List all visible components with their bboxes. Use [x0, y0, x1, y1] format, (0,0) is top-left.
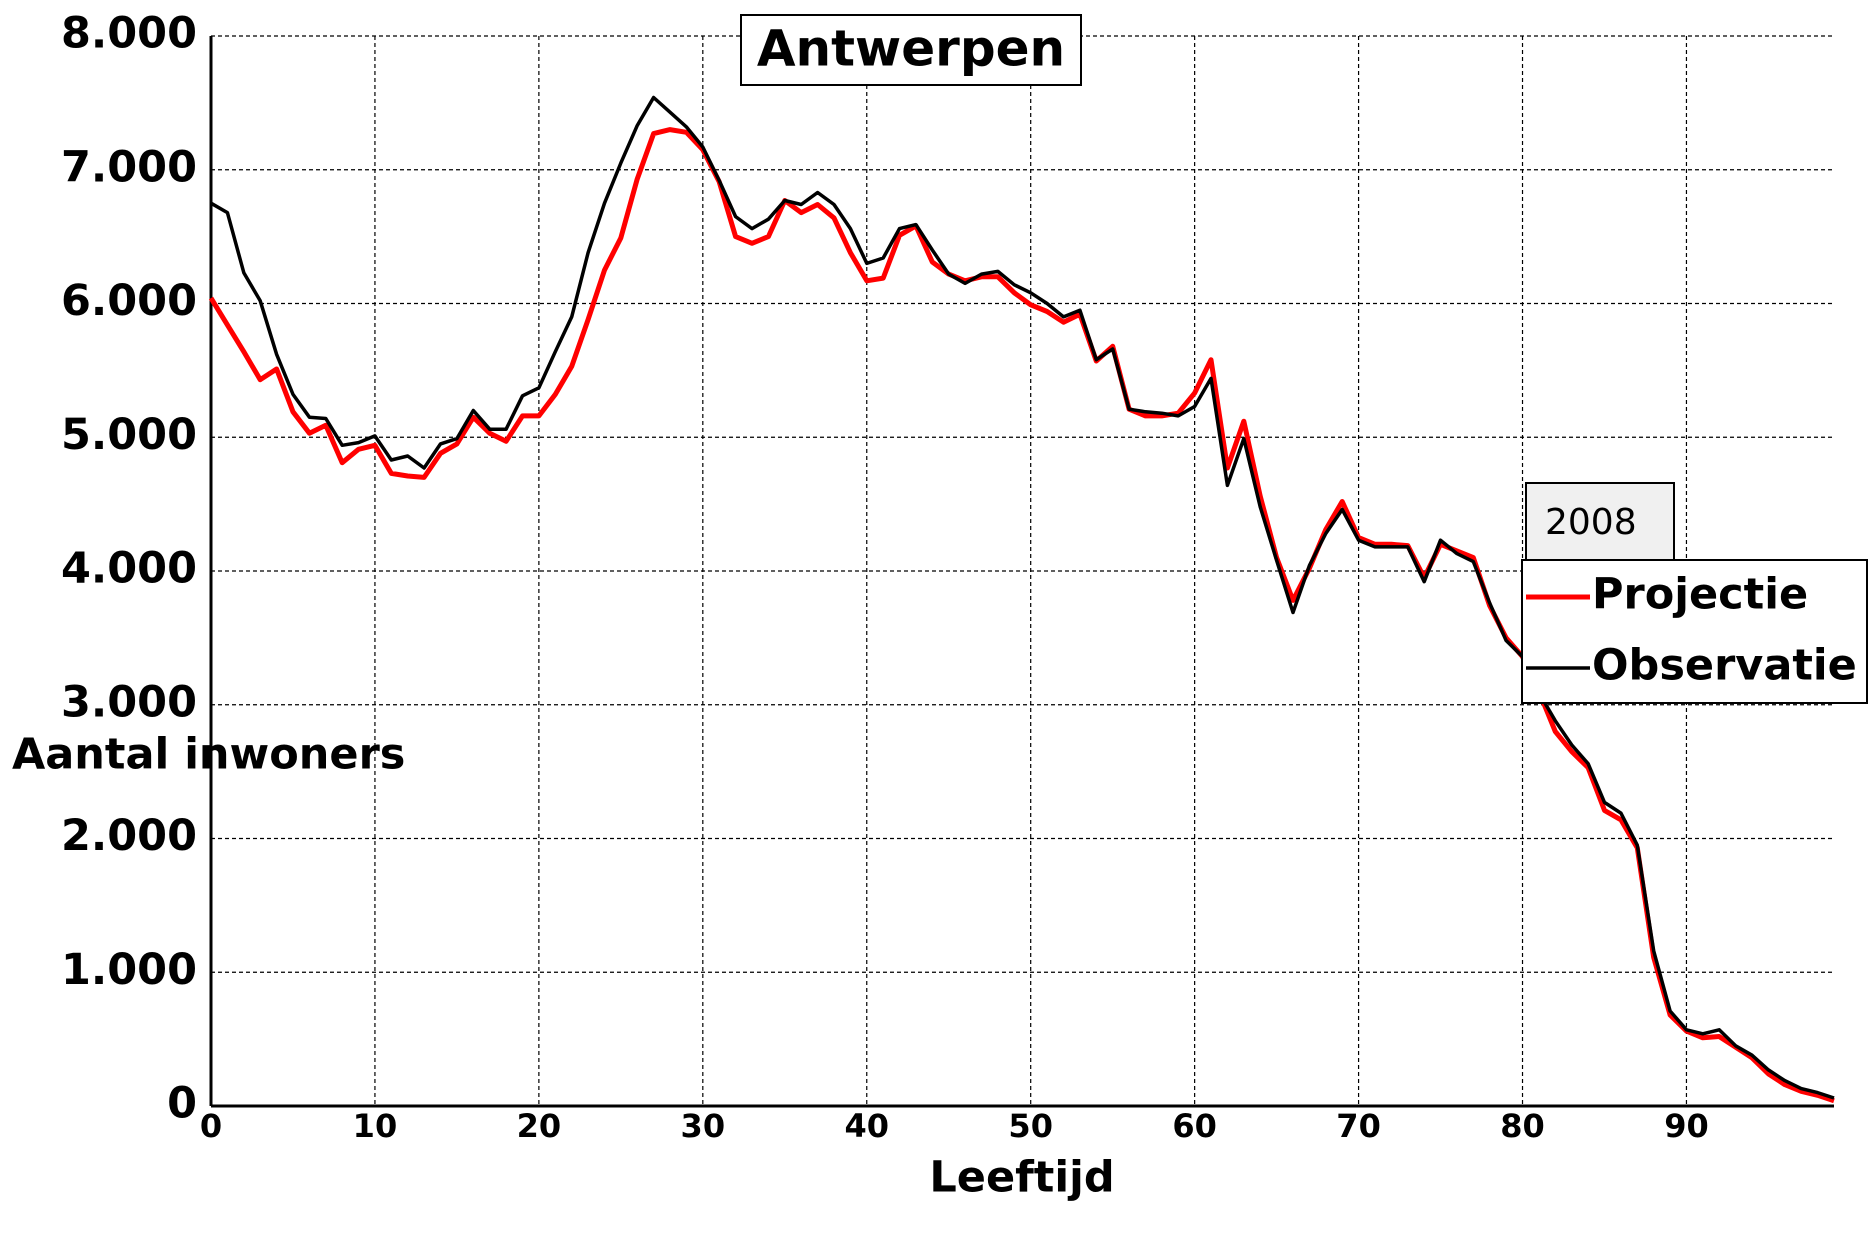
y-tick-label: 7.000: [61, 142, 197, 192]
x-tick-label: 80: [1500, 1107, 1545, 1145]
y-tick-label: 3.000: [61, 677, 197, 727]
y-tick-label: 0: [167, 1079, 197, 1129]
x-tick-label: 30: [681, 1107, 726, 1145]
y-tick-label: 2.000: [61, 811, 197, 861]
series-line: [210, 95, 1835, 1100]
y-tick-label: 6.000: [61, 276, 197, 326]
legend-label: Projectie: [1592, 570, 1808, 620]
y-tick-label: 5.000: [61, 410, 197, 460]
y-tick-label: 8.000: [61, 9, 197, 59]
chart-title: Antwerpen: [757, 20, 1065, 78]
x-tick-label: 90: [1664, 1107, 1709, 1145]
x-tick-label: 70: [1336, 1107, 1381, 1145]
legend-title-box: [1525, 482, 1675, 561]
x-tick-label: 60: [1172, 1107, 1217, 1145]
y-tick-label: 4.000: [61, 544, 197, 594]
x-tick-label: 0: [200, 1107, 222, 1145]
x-tick-label: 50: [1008, 1107, 1053, 1145]
x-tick-label: 20: [517, 1107, 562, 1145]
series-line: [208, 127, 1835, 1104]
y-axis-label: Aantal inwoners: [12, 730, 405, 780]
x-tick-label: 10: [353, 1107, 398, 1145]
x-axis-label: Leeftijd: [929, 1153, 1114, 1203]
x-tick-label: 40: [844, 1107, 889, 1145]
legend-label: Observatie: [1592, 641, 1857, 691]
title-box: [740, 14, 1082, 86]
legend-box: [1521, 559, 1868, 704]
y-tick-label: 1.000: [61, 945, 197, 995]
legend-title: 2008: [1545, 502, 1637, 543]
